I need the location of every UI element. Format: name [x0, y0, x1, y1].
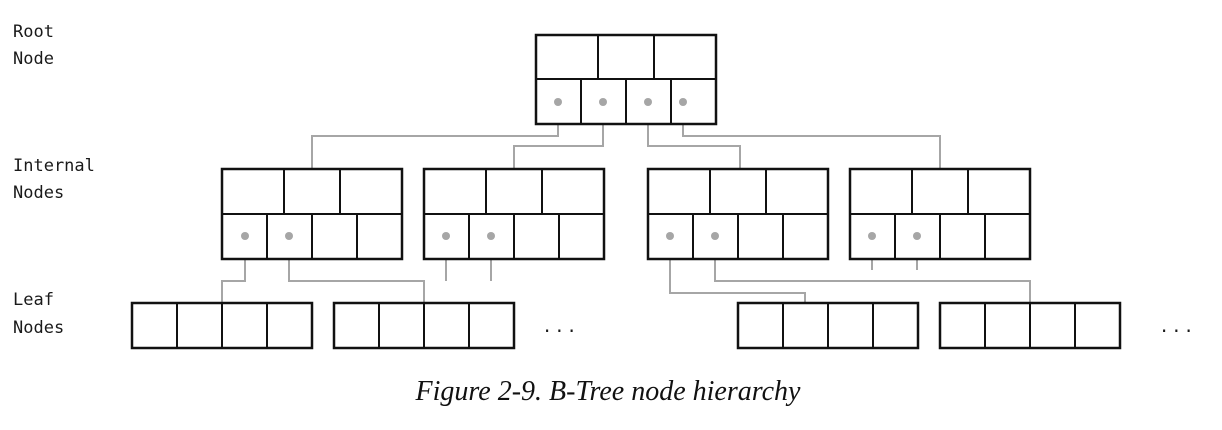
- tree-nodes: [130, 33, 1122, 350]
- figure-caption: Figure 2-9. B-Tree node hierarchy: [415, 376, 801, 407]
- internal-node-4: [848, 167, 1032, 261]
- leaf-label-line-2: Nodes: [13, 318, 64, 338]
- pointer-dot-3: [644, 98, 652, 106]
- root-to-internal-4-link: [682, 102, 941, 169]
- internal-3-to-leaf-3-link: [669, 236, 806, 303]
- internal-node-1: [220, 167, 404, 261]
- internal-node-3: [646, 167, 830, 261]
- leaf-ellipsis-middle: ...: [542, 317, 579, 337]
- pointer-dot-6: [285, 232, 293, 240]
- pointer-dot-11: [868, 232, 876, 240]
- internal-node-2: [422, 167, 606, 261]
- pointer-dot-7: [442, 232, 450, 240]
- leaf-ellipsis-right: ...: [1159, 317, 1196, 337]
- root-to-internal-1-link: [311, 102, 559, 169]
- pointer-dots: [241, 98, 921, 240]
- pointer-dot-10: [711, 232, 719, 240]
- root-label-line-2: Node: [13, 49, 54, 69]
- pointer-dot-1: [554, 98, 562, 106]
- pointer-dot-12: [913, 232, 921, 240]
- root-node: [534, 33, 718, 126]
- pointer-dot-9: [666, 232, 674, 240]
- leaf-node-1: [130, 301, 314, 350]
- pointer-dot-8: [487, 232, 495, 240]
- internal-label-line-1: Internal: [13, 156, 95, 176]
- pointer-dot-4: [679, 98, 687, 106]
- leaf-label-line-1: Leaf: [13, 290, 54, 310]
- leaf-node-4: [938, 301, 1122, 350]
- leaf-node-3: [736, 301, 920, 350]
- pointer-dot-5: [241, 232, 249, 240]
- leaf-node-2: [332, 301, 516, 350]
- root-label-line-1: Root: [13, 22, 54, 42]
- internal-label-line-2: Nodes: [13, 183, 64, 203]
- pointer-dot-2: [599, 98, 607, 106]
